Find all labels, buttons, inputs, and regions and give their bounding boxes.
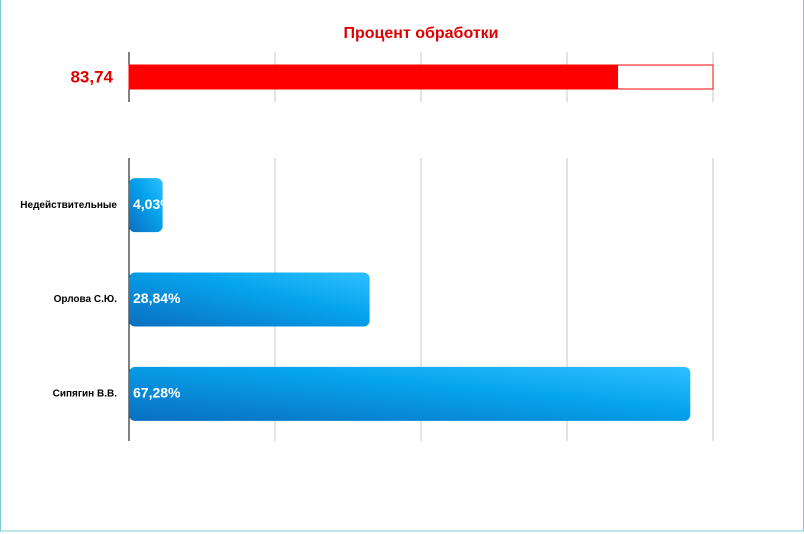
value-label: 28,84% <box>133 290 181 306</box>
bar <box>129 366 691 421</box>
value-label: 4,03% <box>133 196 173 212</box>
bar <box>129 178 163 233</box>
value-label: 83,74 <box>70 67 113 86</box>
category-label: Сипягин В.В. <box>53 388 118 399</box>
category-label: Недействительные <box>20 200 117 211</box>
category-label: Орлова С.Ю. <box>54 294 118 305</box>
bar <box>129 272 370 327</box>
value-label: 67,28% <box>133 385 181 401</box>
chart-title: Процент обработки <box>344 25 499 42</box>
progress-bar <box>129 65 619 89</box>
